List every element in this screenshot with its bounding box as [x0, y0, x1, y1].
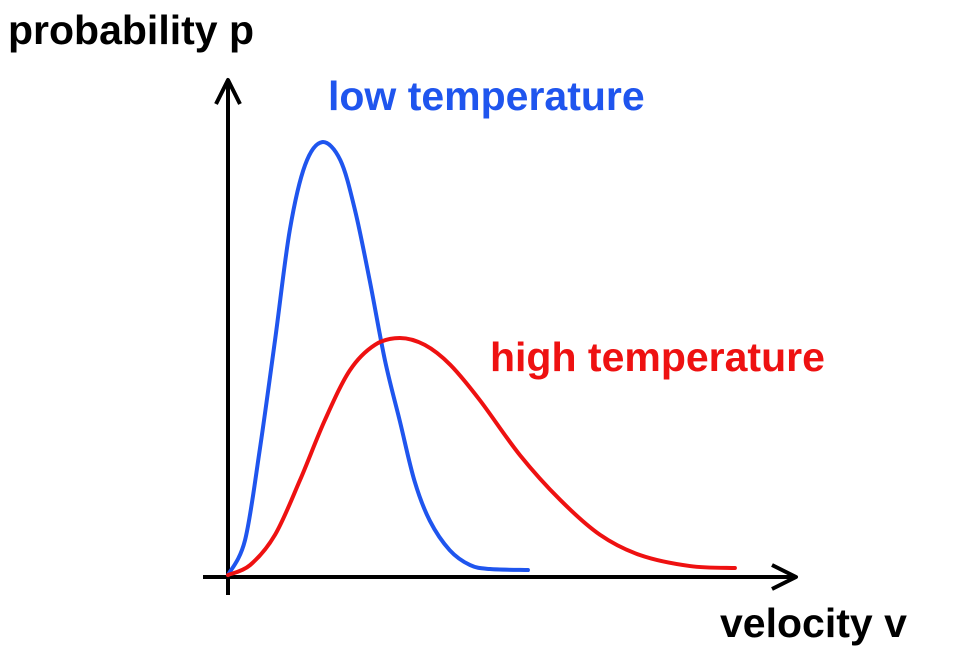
legend-high-temperature: high temperature — [490, 334, 825, 380]
x-axis-label: velocity v — [720, 600, 907, 646]
series-line-high-temperature — [226, 335, 737, 578]
x-axis-arrow — [771, 563, 798, 591]
y-axis-arrow — [214, 78, 242, 105]
legend-low-temperature: low temperature — [328, 73, 645, 119]
y-axis-label: probability p — [8, 7, 254, 53]
series-line-low-temperature — [226, 140, 530, 578]
